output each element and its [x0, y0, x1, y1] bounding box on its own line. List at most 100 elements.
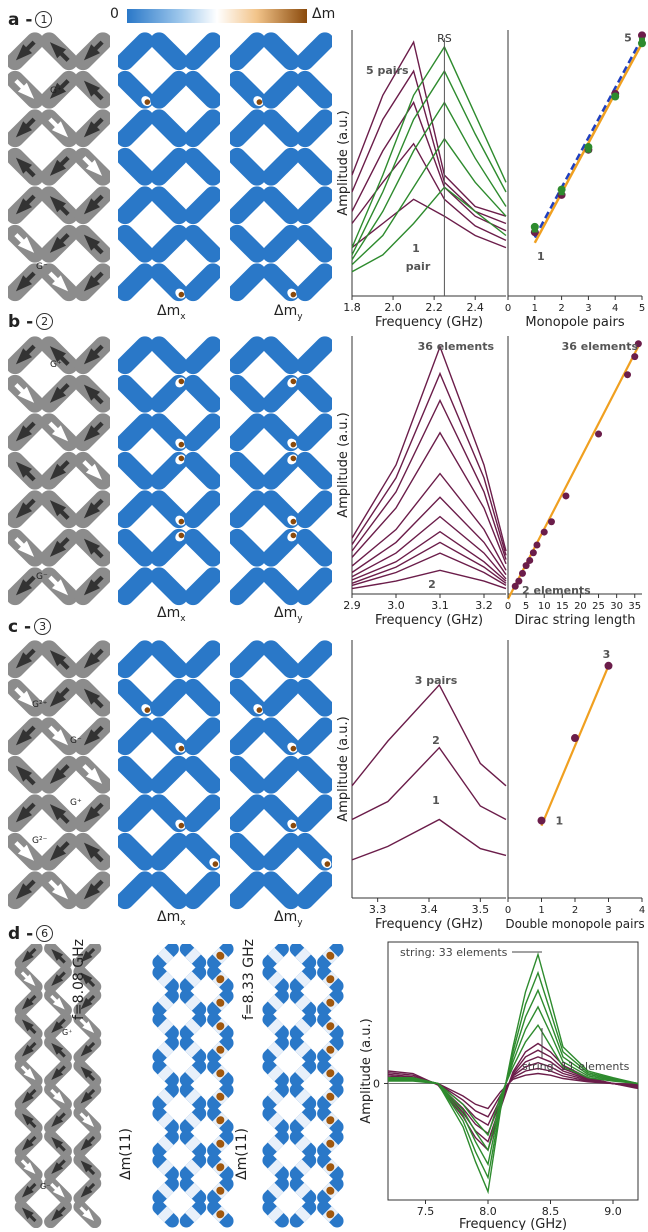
magnetization-arrow-icon — [14, 79, 35, 99]
nanoisland — [73, 988, 102, 1017]
dm-island — [262, 263, 300, 302]
nanoisland — [14, 944, 43, 970]
magnetization-arrow-icon — [49, 42, 70, 62]
nanoisland — [8, 374, 44, 413]
dm-island — [118, 871, 154, 910]
data-point — [571, 734, 579, 743]
magnetization-arrow-icon — [15, 725, 36, 746]
dm-island — [150, 794, 188, 833]
y-axis-title: Amplitude (a.u.) — [336, 412, 351, 517]
magnetization-arrow-icon — [21, 1088, 37, 1104]
series-line — [351, 100, 507, 232]
nanoisland — [73, 965, 102, 994]
nanoisland — [44, 988, 72, 1017]
dm-island — [184, 755, 220, 794]
dm-island — [296, 263, 332, 302]
x-tick-label: 3.4 — [420, 903, 438, 916]
dm-island — [262, 1013, 289, 1040]
dm-island — [118, 490, 154, 529]
magnetization-arrow-icon — [49, 500, 70, 520]
nanoisland — [8, 567, 44, 606]
nanoisland — [44, 1129, 72, 1158]
nanoisland — [8, 871, 44, 910]
hotspot — [256, 99, 263, 105]
nanoisland — [44, 1200, 72, 1228]
dm-island — [184, 528, 220, 567]
panel-a-label: a -1 — [8, 10, 53, 30]
nanoisland — [73, 944, 102, 970]
hotspot — [290, 745, 297, 752]
magnetization-arrow-icon — [82, 460, 103, 480]
nanoisland — [8, 186, 44, 225]
nanoisland — [14, 1200, 43, 1228]
charge-label: G⁻ — [36, 262, 48, 272]
magnetization-arrow-icon — [83, 498, 104, 519]
charge-label: G²⁻ — [32, 836, 48, 846]
hotspot — [216, 1210, 225, 1219]
data-marker — [558, 189, 565, 196]
annotation: string: 33 elements — [400, 946, 508, 959]
nanoisland — [40, 490, 78, 529]
dm-island — [150, 374, 188, 413]
chart-d-amplitude-vs-frequency: 0 7.5 8.0 8.5 9.0 Frequency (GHz) Amplitude (a… — [359, 941, 639, 1230]
magnetization-arrow-icon — [49, 79, 70, 99]
nanoisland — [14, 1106, 43, 1135]
dm-island — [150, 678, 188, 717]
magnetization-arrow-icon — [82, 764, 103, 784]
magnetization-arrow-icon — [51, 1018, 66, 1033]
data-point — [604, 661, 613, 670]
dm-island — [207, 1083, 234, 1110]
dm-island — [152, 1083, 179, 1110]
nanoisland — [44, 1082, 72, 1111]
rs-label: RS — [437, 32, 452, 45]
dm-island — [150, 451, 188, 490]
annotation: 1 — [537, 250, 545, 263]
dm-island — [118, 186, 154, 225]
x-tick-label: 3.3 — [369, 903, 387, 916]
hotspot — [178, 745, 185, 752]
nanoisland — [74, 70, 110, 109]
dm-island — [230, 451, 266, 490]
dm-island — [262, 794, 300, 833]
panel-c-label: c -3 — [8, 617, 52, 637]
nanoisland — [73, 1059, 102, 1088]
nanoisland — [14, 1129, 43, 1158]
nanoisland — [74, 678, 110, 717]
nanoisland — [40, 717, 78, 756]
charge-label: G⁺ — [50, 360, 62, 370]
nanoisland — [44, 1153, 72, 1182]
hotspot — [216, 1163, 225, 1172]
dm-island — [150, 755, 188, 794]
magnetization-arrow-icon — [80, 1182, 96, 1198]
dm-island — [118, 678, 154, 717]
nanoisland — [74, 871, 110, 910]
dm-island — [289, 1013, 317, 1040]
magnetization-arrow-icon — [80, 947, 96, 963]
nanoisland — [8, 147, 44, 186]
dm-island — [296, 678, 332, 717]
series-line — [351, 45, 507, 248]
dm-island — [317, 1013, 344, 1040]
dm-island — [184, 678, 220, 717]
dm-island — [296, 490, 332, 529]
dm-island — [262, 1060, 289, 1087]
dm-island — [207, 1177, 234, 1204]
freq-label-8p33: f=8.33 GHz — [241, 938, 257, 1020]
delta-my-map-b — [230, 336, 332, 606]
dm-island — [152, 1177, 179, 1204]
dm-island — [184, 413, 220, 452]
dm-island — [150, 717, 188, 756]
dm-island — [317, 966, 344, 993]
dm-island — [152, 989, 179, 1016]
hotspot — [178, 455, 185, 462]
dm-island — [289, 944, 317, 969]
series-line — [351, 515, 507, 580]
nanoisland — [73, 1035, 102, 1064]
nanoisland — [40, 755, 78, 794]
dm-island — [207, 1060, 234, 1087]
dm-island — [118, 70, 154, 109]
annotation: 2 — [432, 734, 440, 747]
dm-island — [289, 1083, 317, 1110]
annotation: 2 — [428, 578, 436, 591]
